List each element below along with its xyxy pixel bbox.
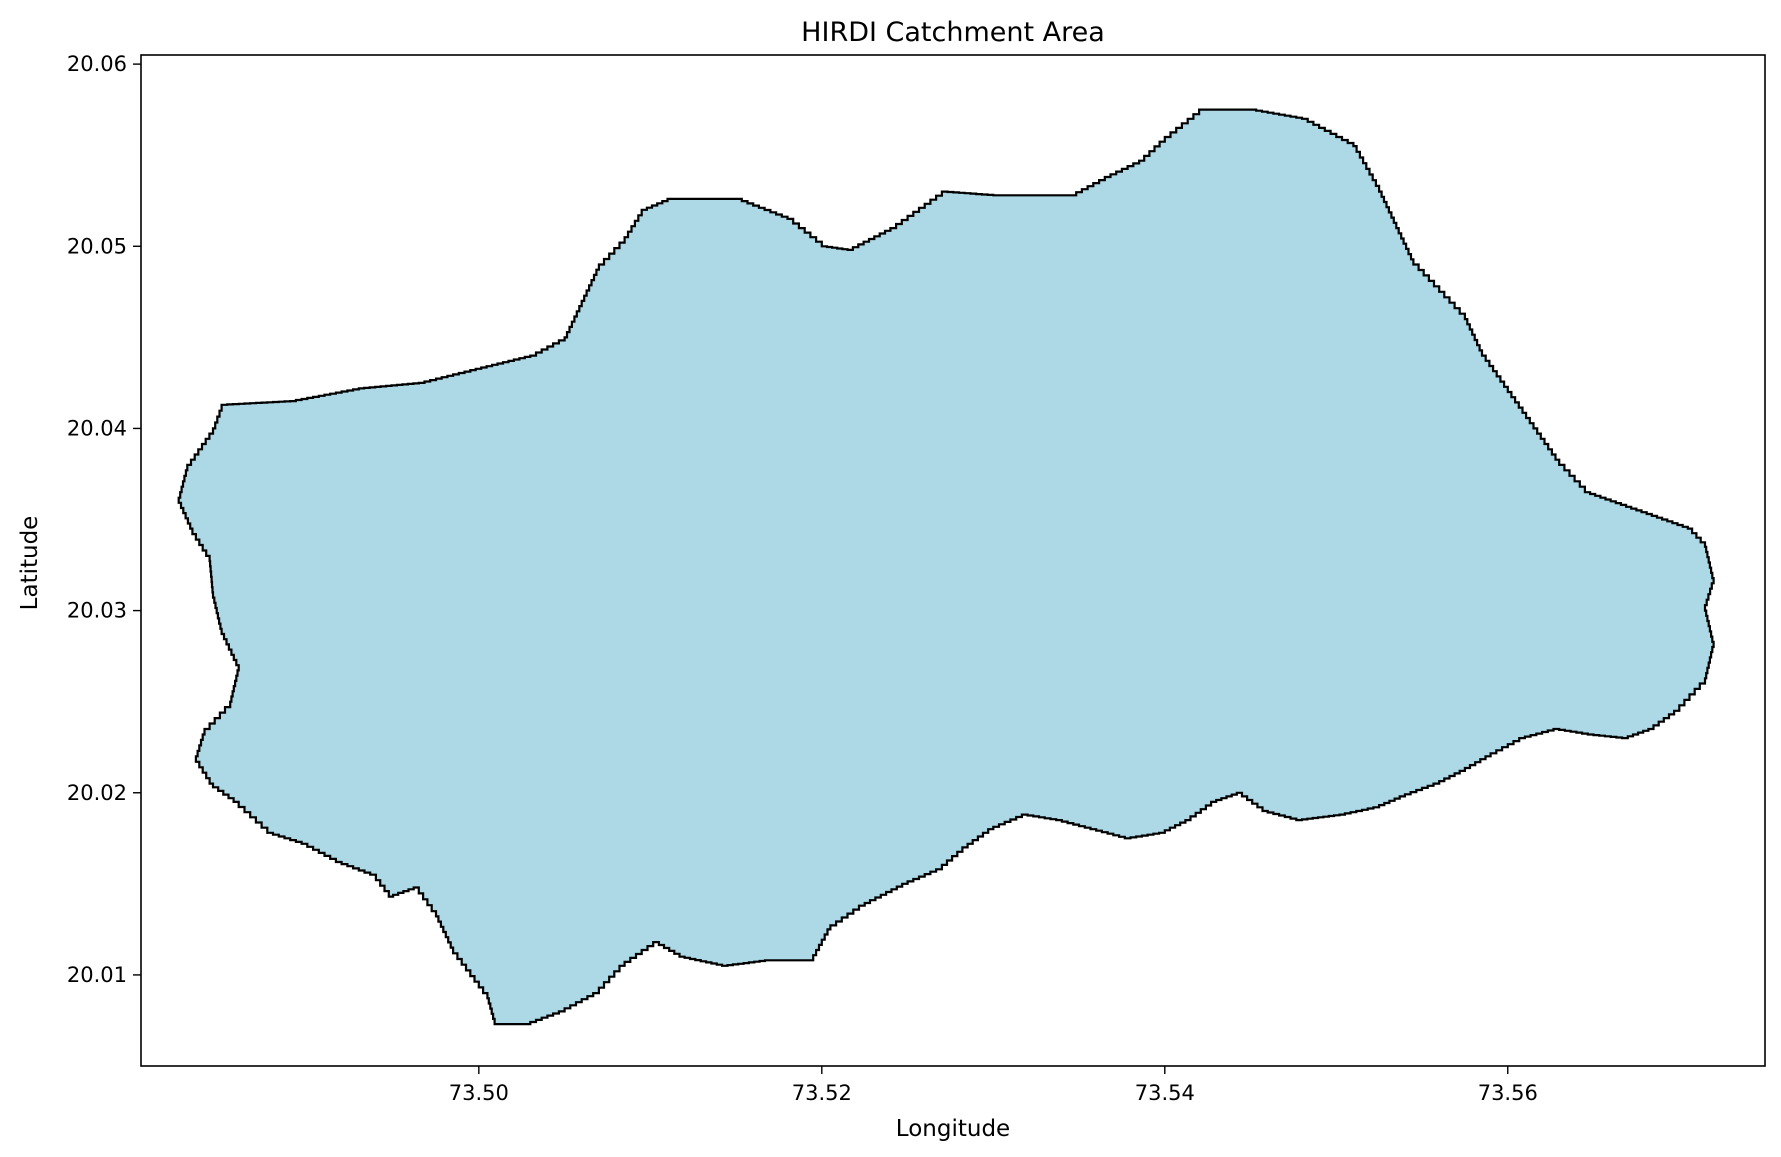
x-axis-label: Longitude [896, 1116, 1010, 1142]
y-tick-label: 20.03 [67, 599, 127, 623]
y-axis-label: Latitude [17, 516, 43, 611]
x-tick-label: 73.52 [792, 1081, 852, 1105]
chart-title: HIRDI Catchment Area [801, 17, 1105, 48]
y-tick-label: 20.06 [67, 52, 127, 76]
x-tick-label: 73.50 [449, 1081, 509, 1105]
catchment-area-layer [177, 108, 1715, 1026]
x-tick-label: 73.56 [1478, 1081, 1538, 1105]
y-tick-label: 20.05 [67, 234, 127, 258]
y-tick-label: 20.04 [67, 416, 127, 440]
x-tick-label: 73.54 [1135, 1081, 1195, 1105]
plot-frame [140, 54, 1766, 1067]
y-tick-label: 20.02 [67, 781, 127, 805]
catchment-polygon-0 [177, 108, 1715, 1026]
x-axis-ticks: 73.50 73.52 73.54 73.56 [449, 1066, 1538, 1105]
y-tick-label: 20.01 [67, 963, 127, 987]
y-axis-ticks: 20.01 20.02 20.03 20.04 20.05 20.06 [67, 52, 141, 987]
